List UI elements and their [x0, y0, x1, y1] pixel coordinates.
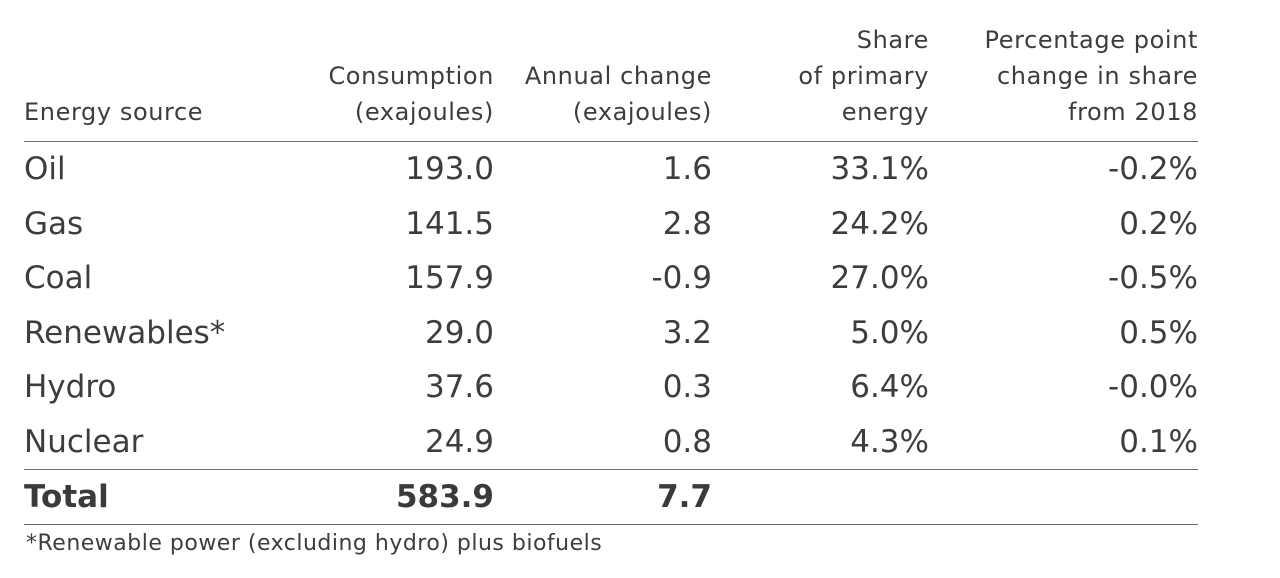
table-row-oil: Oil 193.0 1.6 33.1% -0.2%: [24, 142, 1198, 197]
cell-energy-source: Renewables*: [24, 314, 226, 351]
cell-share-change: -0.5%: [1108, 260, 1198, 297]
cell-consumption: 157.9: [405, 260, 494, 297]
cell-share-change: 0.2%: [1119, 205, 1198, 242]
header-percentage-point-change: Percentage point change in share from 20…: [929, 0, 1198, 142]
cell-consumption: 193.0: [405, 151, 494, 188]
cell-share-change: 0.1%: [1119, 423, 1198, 460]
header-line: from 2018: [1068, 98, 1198, 126]
cell-annual-change: -0.9: [651, 260, 713, 297]
table-row-coal: Coal 157.9 -0.9 27.0% -0.5%: [24, 251, 1198, 306]
header-line: of primary: [798, 62, 929, 90]
header-energy-source: Energy source: [24, 0, 294, 142]
table-row-total: Total 583.9 7.7: [24, 469, 1198, 525]
header-annual-change: Annual change (exajoules): [494, 0, 712, 142]
cell-annual-change: 2.8: [662, 205, 712, 242]
table-row-hydro: Hydro 37.6 0.3 6.4% -0.0%: [24, 360, 1198, 415]
cell-share: 33.1%: [830, 151, 929, 188]
table-row-gas: Gas 141.5 2.8 24.2% 0.2%: [24, 197, 1198, 252]
cell-consumption: 29.0: [424, 314, 494, 351]
energy-consumption-table: Energy source Consumption (exajoules) An…: [24, 0, 1198, 525]
header-line: (exajoules): [572, 98, 712, 126]
cell-share-change: -0.0%: [1108, 369, 1198, 406]
header-line: Share: [856, 26, 929, 54]
header-line: Consumption: [328, 62, 494, 90]
cell-consumption: 37.6: [424, 369, 494, 406]
cell-total-annual-change: 7.7: [494, 469, 712, 525]
header-line: energy: [841, 98, 929, 126]
cell-share-change: -0.2%: [1108, 151, 1198, 188]
cell-share: 27.0%: [830, 260, 929, 297]
cell-annual-change: 0.8: [662, 423, 712, 460]
header-line: Percentage point: [984, 26, 1198, 54]
cell-energy-source: Gas: [24, 205, 84, 242]
cell-share: 24.2%: [830, 205, 929, 242]
cell-total-consumption: 583.9: [294, 469, 494, 525]
cell-energy-source: Nuclear: [24, 423, 144, 460]
cell-energy-source: Coal: [24, 260, 93, 297]
cell-total-share: [712, 469, 929, 525]
table-row-renewables: Renewables* 29.0 3.2 5.0% 0.5%: [24, 306, 1198, 361]
header-share-primary-energy: Share of primary energy: [712, 0, 929, 142]
cell-energy-source: Hydro: [24, 369, 117, 406]
cell-annual-change: 3.2: [662, 314, 712, 351]
cell-share: 5.0%: [850, 314, 929, 351]
cell-share: 6.4%: [850, 369, 929, 406]
header-row: Energy source Consumption (exajoules) An…: [24, 0, 1198, 142]
cell-total-share-change: [929, 469, 1198, 525]
cell-share: 4.3%: [850, 423, 929, 460]
cell-share-change: 0.5%: [1119, 314, 1198, 351]
table-row-nuclear: Nuclear 24.9 0.8 4.3% 0.1%: [24, 415, 1198, 470]
header-line: Annual change: [524, 62, 712, 90]
cell-energy-source: Oil: [24, 151, 66, 188]
energy-table-container: Energy source Consumption (exajoules) An…: [24, 0, 1198, 525]
header-consumption: Consumption (exajoules): [294, 0, 494, 142]
header-line: change in share: [997, 62, 1198, 90]
header-line: (exajoules): [354, 98, 494, 126]
cell-consumption: 141.5: [405, 205, 494, 242]
footnote: *Renewable power (excluding hydro) plus …: [26, 531, 603, 556]
header-line: Energy source: [24, 98, 204, 126]
cell-consumption: 24.9: [424, 423, 494, 460]
cell-total-label: Total: [24, 469, 294, 525]
cell-annual-change: 0.3: [662, 369, 712, 406]
cell-annual-change: 1.6: [662, 151, 712, 188]
